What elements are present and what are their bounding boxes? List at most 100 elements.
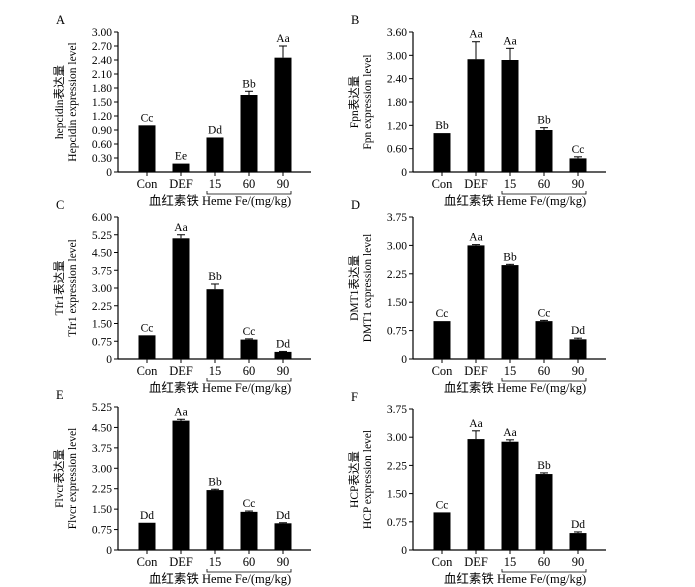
bar <box>535 130 553 172</box>
significance-label: Aa <box>174 222 187 234</box>
panel-letter: A <box>56 13 65 27</box>
y-tick-label: 3.00 <box>92 463 112 475</box>
x-tick-label: Con <box>432 364 454 378</box>
significance-label: Aa <box>503 35 516 47</box>
y-tick-label: 3.00 <box>387 432 407 444</box>
x-axis-label: 血红素铁 Heme Fe/(mg/kg) <box>149 380 291 395</box>
bar <box>274 57 292 172</box>
y-axis-label-en: Hepcidin expression level <box>67 42 79 161</box>
y-axis-label-cn: Flvcr表达量 <box>52 449 66 508</box>
significance-label: Cc <box>243 498 256 510</box>
y-tick-label: 5.25 <box>92 230 112 242</box>
y-tick-label: 1.50 <box>92 319 112 331</box>
x-axis-label: 血红素铁 Heme Fe/(mg/kg) <box>444 380 586 395</box>
y-tick-label: 1.50 <box>92 504 112 516</box>
y-axis-label-en: Fpn expression level <box>362 54 374 149</box>
bar <box>274 351 292 359</box>
y-tick-label: 2.70 <box>92 41 112 53</box>
y-tick-label: 3.75 <box>387 212 407 224</box>
x-tick-label: 90 <box>277 555 290 569</box>
bar <box>501 265 519 359</box>
y-tick-label: 2.25 <box>387 269 407 281</box>
bar <box>206 490 224 550</box>
significance-label: Bb <box>537 460 551 472</box>
significance-label: Aa <box>469 232 482 244</box>
bar <box>240 339 258 359</box>
y-tick-label: 1.80 <box>387 97 407 109</box>
significance-label: Dd <box>571 325 585 337</box>
bar <box>138 335 156 359</box>
x-tick-label: DEF <box>169 364 193 378</box>
y-axis-label-cn: hepcidin表达量 <box>52 65 66 139</box>
y-tick-label: 0 <box>401 354 407 366</box>
y-axis-label-cn: HCP表达量 <box>347 451 361 508</box>
y-tick-label: 3.75 <box>92 443 112 455</box>
significance-label: Aa <box>174 406 187 418</box>
bar <box>535 474 553 550</box>
bar <box>467 59 485 172</box>
y-tick-label: 1.20 <box>92 111 112 123</box>
y-tick-label: 1.20 <box>387 120 407 132</box>
significance-label: Bb <box>537 115 551 127</box>
bar <box>206 289 224 359</box>
y-tick-label: 0 <box>106 167 112 179</box>
x-tick-label: Con <box>137 555 159 569</box>
y-tick-label: 3.00 <box>387 50 407 62</box>
x-tick-label: 90 <box>277 364 290 378</box>
y-axis-label-cn: DMT1表达量 <box>347 255 361 321</box>
dose-bracket <box>206 378 292 382</box>
panel-b: B 0 0.60 1.20 1.80 2.40 3.00 3.60 Bb Con Aa DEF Aa 15… <box>347 13 606 208</box>
y-tick-label: 1.50 <box>387 489 407 501</box>
y-tick-label: 0.75 <box>387 326 407 338</box>
significance-label: Aa <box>276 33 289 45</box>
bar <box>569 533 587 550</box>
panel-letter: C <box>56 198 64 212</box>
bar <box>501 60 519 172</box>
significance-label: Bb <box>503 251 517 263</box>
dose-bracket <box>206 191 292 195</box>
significance-label: Bb <box>435 120 449 132</box>
y-tick-label: 1.50 <box>387 297 407 309</box>
y-tick-label: 1.50 <box>92 97 112 109</box>
bar <box>138 125 156 172</box>
x-tick-label: 60 <box>538 177 551 191</box>
x-tick-label: 60 <box>243 177 256 191</box>
x-tick-label: 15 <box>209 555 222 569</box>
y-tick-label: 3.75 <box>92 265 112 277</box>
x-tick-label: DEF <box>464 177 488 191</box>
x-tick-label: 90 <box>277 177 290 191</box>
panel-letter: E <box>56 388 64 402</box>
bar <box>206 137 224 172</box>
bar <box>172 238 190 359</box>
x-tick-label: DEF <box>464 555 488 569</box>
significance-label: Dd <box>276 510 290 522</box>
x-tick-label: 15 <box>504 364 517 378</box>
bar <box>569 158 587 172</box>
x-tick-label: Con <box>432 555 454 569</box>
panel-f: F 0 0.75 1.50 2.25 3.00 3.75 Cc Con Aa DEF Aa 15 Bb 60… <box>347 390 606 586</box>
significance-label: Cc <box>141 322 154 334</box>
bar <box>433 133 451 172</box>
y-tick-label: 0.30 <box>92 153 112 165</box>
dose-bracket <box>501 378 587 382</box>
y-axis-label-en: HCP expression level <box>362 430 374 529</box>
x-tick-label: 60 <box>243 555 256 569</box>
significance-label: Cc <box>436 499 449 511</box>
significance-label: Aa <box>503 427 516 439</box>
x-tick-label: DEF <box>169 177 193 191</box>
y-tick-label: 0 <box>106 354 112 366</box>
y-axis-label-en: DMT1 expression level <box>362 234 374 343</box>
y-tick-label: 3.75 <box>387 404 407 416</box>
x-tick-label: Con <box>137 177 159 191</box>
panel-c: C 0 0.75 1.50 2.25 3.00 3.75 4.50 5.25 6.00 Cc Con A… <box>52 198 311 395</box>
y-tick-label: 0 <box>106 545 112 557</box>
x-tick-label: DEF <box>169 555 193 569</box>
panel-letter: D <box>351 198 360 212</box>
significance-label: Ee <box>175 151 187 163</box>
y-tick-label: 0.90 <box>92 125 112 137</box>
dose-bracket <box>501 569 587 573</box>
bar <box>433 321 451 359</box>
x-tick-label: 90 <box>572 555 585 569</box>
x-tick-label: DEF <box>464 364 488 378</box>
y-tick-label: 2.10 <box>92 69 112 81</box>
